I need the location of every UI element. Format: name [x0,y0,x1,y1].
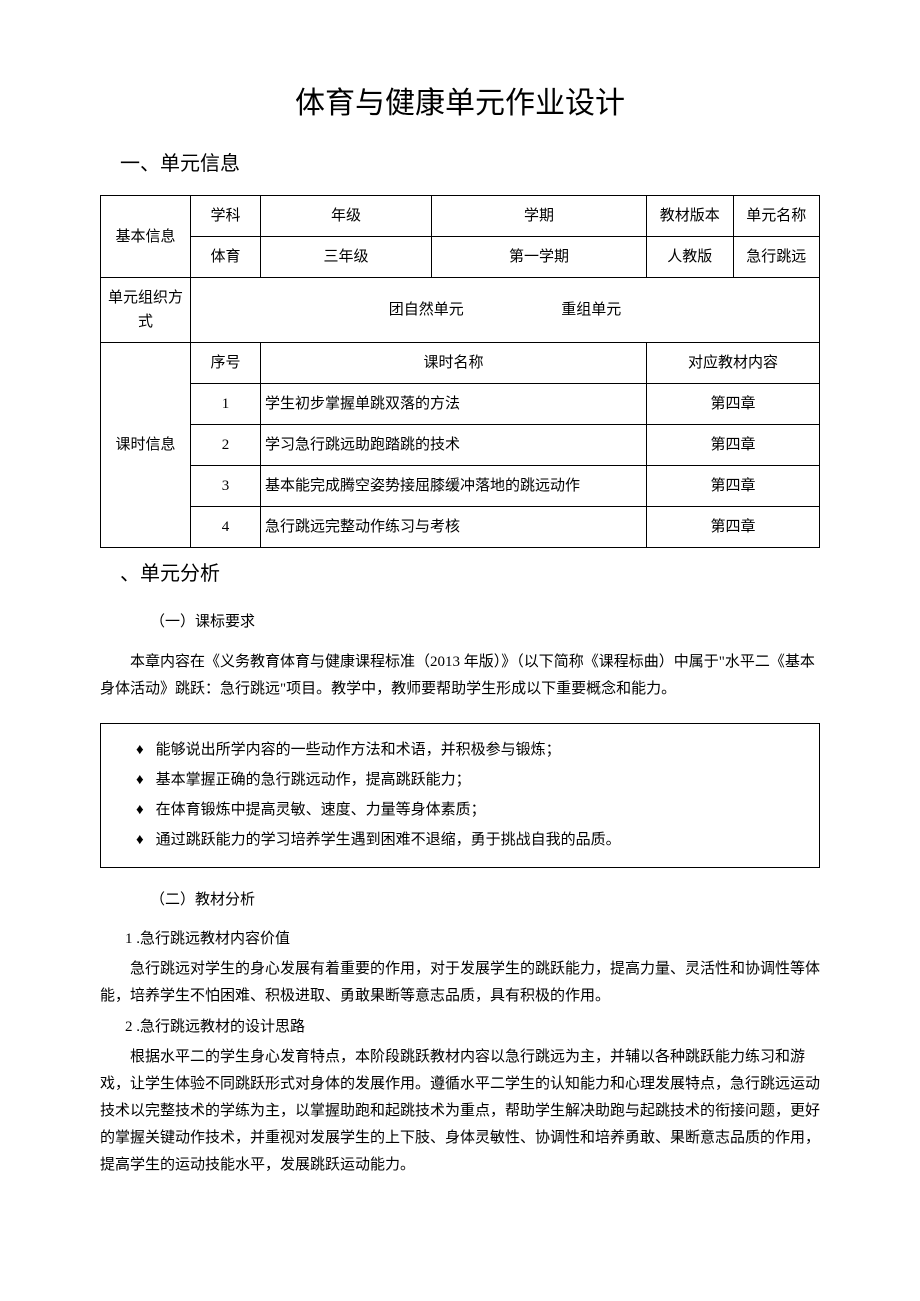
diamond-icon: ♦ [136,767,144,794]
unit-org-option-1: 团自然单元 [389,298,464,322]
header-semester: 学期 [431,196,646,237]
header-grade: 年级 [261,196,432,237]
lesson-header-name: 课时名称 [261,343,647,384]
diamond-icon: ♦ [136,827,144,854]
value-grade: 三年级 [261,237,432,278]
table-row: 课时信息 序号 课时名称 对应教材内容 [101,343,820,384]
item-2-heading: 2 .急行跳远教材的设计思路 [125,1015,820,1039]
lesson-seq: 4 [191,507,261,548]
table-row: 基本信息 学科 年级 学期 教材版本 单元名称 [101,196,820,237]
lesson-info-label: 课时信息 [101,343,191,548]
paragraph-3: 根据水平二的学生身心发育特点，本阶段跳跃教材内容以急行跳远为主，并辅以各种跳跃能… [100,1044,820,1179]
header-textbook-ver: 教材版本 [647,196,733,237]
sub-heading-2: （二）教材分析 [150,888,820,912]
basic-info-label: 基本信息 [101,196,191,278]
value-subject: 体育 [191,237,261,278]
header-unit-name: 单元名称 [733,196,819,237]
header-subject: 学科 [191,196,261,237]
bullet-item: ♦ 基本掌握正确的急行跳远动作，提高跳跃能力； [116,767,804,794]
paragraph-1: 本章内容在《义务教育体育与健康课程标准（2013 年版）》（以下简称《课程标曲）… [100,649,820,703]
sub-heading-1: （一）课标要求 [150,610,820,634]
diamond-icon: ♦ [136,737,144,764]
lesson-content: 第四章 [647,507,820,548]
table-row: 体育 三年级 第一学期 人教版 急行跳远 [101,237,820,278]
bullet-text: 通过跳跃能力的学习培养学生遇到困难不退缩，勇于挑战自我的品质。 [156,832,621,848]
lesson-header-content: 对应教材内容 [647,343,820,384]
value-semester: 第一学期 [431,237,646,278]
bullet-item: ♦ 在体育锻炼中提高灵敏、速度、力量等身体素质； [116,797,804,824]
unit-org-label: 单元组织方式 [101,278,191,343]
lesson-content: 第四章 [647,425,820,466]
bullet-item: ♦ 通过跳跃能力的学习培养学生遇到困难不退缩，勇于挑战自我的品质。 [116,827,804,854]
table-row: 1 学生初步掌握单跳双落的方法 第四章 [101,384,820,425]
document-title: 体育与健康单元作业设计 [100,80,820,128]
lesson-name: 学习急行跳远助跑踏跳的技术 [261,425,647,466]
table-row: 3 基本能完成腾空姿势接屈膝缓冲落地的跳远动作 第四章 [101,466,820,507]
unit-org-option-2: 重组单元 [561,298,621,322]
lesson-name: 急行跳远完整动作练习与考核 [261,507,647,548]
bullet-box: ♦ 能够说出所学内容的一些动作方法和术语，并积极参与锻炼； ♦ 基本掌握正确的急行跳… [100,723,820,868]
lesson-header-seq: 序号 [191,343,261,384]
value-textbook-ver: 人教版 [647,237,733,278]
lesson-content: 第四章 [647,384,820,425]
lesson-seq: 3 [191,466,261,507]
bullet-text: 基本掌握正确的急行跳远动作，提高跳跃能力； [156,772,471,788]
value-unit-name: 急行跳远 [733,237,819,278]
table-row: 2 学习急行跳远助跑踏跳的技术 第四章 [101,425,820,466]
lesson-content: 第四章 [647,466,820,507]
paragraph-2: 急行跳远对学生的身心发展有着重要的作用，对于发展学生的跳跃能力，提高力量、灵活性… [100,956,820,1010]
lesson-name: 基本能完成腾空姿势接屈膝缓冲落地的跳远动作 [261,466,647,507]
diamond-icon: ♦ [136,797,144,824]
bullet-text: 在体育锻炼中提高灵敏、速度、力量等身体素质； [156,802,486,818]
lesson-seq: 2 [191,425,261,466]
section-2-heading: 、单元分析 [120,558,820,590]
unit-org-cell: 团自然单元 重组单元 [191,278,820,343]
table-row: 单元组织方式 团自然单元 重组单元 [101,278,820,343]
lesson-name: 学生初步掌握单跳双落的方法 [261,384,647,425]
table-row: 4 急行跳远完整动作练习与考核 第四章 [101,507,820,548]
item-1-heading: 1 .急行跳远教材内容价值 [125,927,820,951]
bullet-item: ♦ 能够说出所学内容的一些动作方法和术语，并积极参与锻炼； [116,737,804,764]
unit-info-table: 基本信息 学科 年级 学期 教材版本 单元名称 体育 三年级 第一学期 人教版 … [100,195,820,548]
section-1-heading: 一、单元信息 [120,148,820,180]
bullet-text: 能够说出所学内容的一些动作方法和术语，并积极参与锻炼； [156,742,561,758]
lesson-seq: 1 [191,384,261,425]
